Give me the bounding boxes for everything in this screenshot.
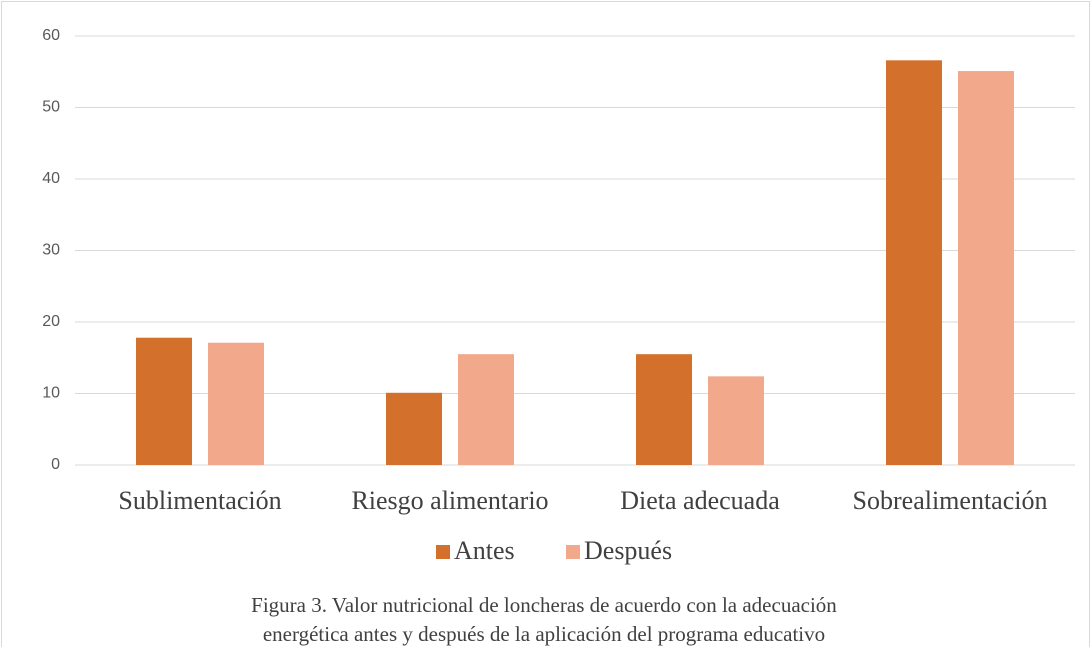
bar (636, 354, 692, 465)
y-tick-label: 50 (42, 99, 60, 116)
legend-label: Antes (454, 536, 515, 565)
y-tick-label: 10 (42, 385, 60, 402)
caption-line: Figura 3. Valor nutricional de loncheras… (251, 593, 837, 617)
x-tick-label: Sobrealimentación (853, 486, 1048, 515)
legend-label: Después (584, 536, 672, 565)
legend-swatch (566, 545, 580, 559)
bar (886, 60, 942, 466)
x-tick-label: Sublimentación (118, 486, 281, 515)
y-tick-label: 30 (42, 242, 60, 259)
bar (136, 337, 192, 465)
legend-swatch (436, 545, 450, 559)
y-tick-label: 60 (42, 27, 60, 44)
y-tick-label: 20 (42, 313, 60, 330)
y-tick-label: 0 (51, 456, 60, 473)
x-tick-label: Riesgo alimentario (351, 486, 548, 515)
caption-line: energética antes y después de la aplicac… (263, 622, 825, 646)
bar (708, 376, 764, 465)
bar (208, 342, 264, 465)
bar (458, 354, 514, 465)
y-tick-label: 40 (42, 170, 60, 187)
x-tick-label: Dieta adecuada (620, 486, 780, 515)
bar (958, 71, 1014, 465)
bar (386, 392, 442, 465)
